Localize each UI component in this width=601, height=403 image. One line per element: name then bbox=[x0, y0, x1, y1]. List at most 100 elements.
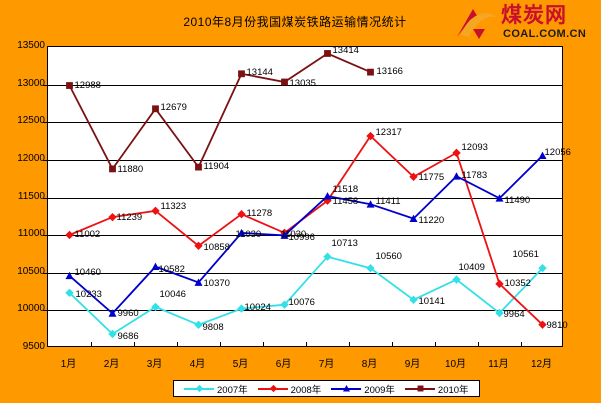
data-label: 10858 bbox=[203, 241, 230, 253]
data-label: 12317 bbox=[375, 127, 402, 139]
data-point-marker bbox=[194, 278, 203, 286]
data-point-marker bbox=[495, 279, 504, 289]
data-label: 11880 bbox=[117, 163, 144, 175]
data-label: 11323 bbox=[160, 200, 187, 212]
data-point-marker bbox=[366, 264, 375, 273]
data-label: 12056 bbox=[544, 146, 571, 158]
x-axis-tick-label: 7月 bbox=[318, 359, 335, 370]
data-label: 11239 bbox=[116, 212, 143, 224]
data-point-marker bbox=[66, 82, 73, 89]
data-label: 11220 bbox=[418, 214, 445, 226]
legend-marker-icon bbox=[417, 385, 424, 392]
x-axis-tick bbox=[177, 342, 178, 347]
y-axis-tick-label: 13500 bbox=[17, 40, 45, 51]
data-label: 9960 bbox=[117, 308, 139, 320]
legend-marker-icon bbox=[343, 385, 351, 392]
data-label: 11030 bbox=[280, 228, 307, 240]
y-axis-tick bbox=[43, 122, 48, 123]
data-point-marker bbox=[281, 78, 288, 86]
data-label: 13166 bbox=[376, 66, 403, 78]
logo-text-en: COAL.COM.CN bbox=[503, 28, 587, 40]
legend-label: 2007年 bbox=[217, 384, 248, 396]
data-point-marker bbox=[409, 214, 418, 222]
data-point-marker bbox=[269, 385, 277, 392]
x-axis-tick-label: 5月 bbox=[232, 359, 249, 370]
legend-swatch bbox=[184, 383, 214, 394]
data-point-marker bbox=[538, 320, 547, 329]
data-label: 11002 bbox=[74, 228, 101, 240]
legend-label: 2009年 bbox=[364, 384, 395, 396]
plot-canvas: 10233 9686 10046 9808 10024 10076 10713 10560 10… bbox=[43, 45, 571, 347]
legend-marker-icon bbox=[269, 385, 277, 392]
x-axis-tick-label: 8月 bbox=[361, 359, 378, 370]
data-point-marker bbox=[108, 212, 117, 222]
y-axis-tick-label: 10500 bbox=[17, 265, 45, 277]
legend-swatch bbox=[257, 383, 288, 394]
data-label: 10024 bbox=[244, 301, 271, 313]
data-point-marker bbox=[538, 151, 547, 160]
y-axis-tick bbox=[43, 310, 48, 311]
y-axis-tick bbox=[43, 198, 48, 199]
legend-item-2007年[interactable]: 2007年 bbox=[184, 382, 248, 396]
y-axis-tick bbox=[43, 160, 48, 161]
data-label: 10996 bbox=[288, 232, 315, 244]
data-point-marker bbox=[151, 302, 160, 312]
x-axis-tick bbox=[263, 342, 264, 347]
data-point-marker bbox=[237, 304, 246, 313]
x-axis-tick-label: 12月 bbox=[530, 359, 553, 370]
header-bar: 2010年8月份我国煤炭铁路运输情况统计 煤炭网 COAL.COM.CN bbox=[0, 0, 601, 47]
data-point-marker bbox=[196, 385, 203, 392]
data-point-marker bbox=[280, 231, 289, 239]
x-axis-tick-label: 1月 bbox=[60, 359, 77, 370]
data-label: 12988 bbox=[74, 79, 101, 91]
data-point-marker bbox=[195, 163, 202, 171]
data-point-marker bbox=[323, 252, 332, 261]
data-point-marker bbox=[194, 320, 203, 330]
data-label: 12093 bbox=[461, 141, 488, 153]
grid-line bbox=[48, 273, 562, 274]
legend-item-2009年[interactable]: 2009年 bbox=[331, 382, 395, 396]
data-label: 10409 bbox=[458, 261, 485, 273]
x-axis-tick bbox=[220, 342, 221, 347]
x-axis-tick bbox=[521, 342, 522, 347]
grid-line bbox=[48, 235, 562, 236]
legend-item-2010年[interactable]: 2010年 bbox=[404, 382, 469, 396]
x-axis-tick-label: 11月 bbox=[488, 359, 509, 370]
plot-area: 10233 9686 10046 9808 10024 10076 10713 10560 10… bbox=[43, 45, 571, 347]
legend-swatch bbox=[404, 383, 435, 394]
data-point-marker bbox=[65, 230, 74, 240]
data-label: 11775 bbox=[418, 171, 445, 183]
data-label: 10141 bbox=[418, 295, 445, 307]
data-point-marker bbox=[280, 300, 289, 309]
data-label: 11030 bbox=[235, 228, 262, 240]
grid-line bbox=[48, 160, 562, 161]
data-point-marker bbox=[495, 194, 504, 202]
x-axis-tick-label: 4月 bbox=[189, 359, 206, 370]
logo-text-cn: 煤炭网 bbox=[501, 4, 567, 27]
data-point-marker bbox=[194, 241, 203, 251]
data-label: 10352 bbox=[504, 277, 531, 289]
data-label: 13414 bbox=[332, 45, 359, 57]
legend-item-2008年[interactable]: 2008年 bbox=[257, 382, 321, 396]
y-axis-tick bbox=[43, 273, 48, 274]
y-axis-tick-label: 9500 bbox=[22, 341, 45, 352]
data-point-marker bbox=[65, 271, 74, 280]
data-point-marker bbox=[417, 385, 424, 392]
data-label: 10046 bbox=[159, 288, 186, 300]
x-axis-tick-label: 6月 bbox=[275, 359, 292, 370]
data-point-marker bbox=[237, 210, 246, 219]
data-label: 13035 bbox=[289, 77, 316, 89]
data-point-marker bbox=[65, 288, 74, 298]
y-axis-tick bbox=[43, 85, 48, 86]
data-label: 13144 bbox=[246, 66, 273, 78]
site-logo: 煤炭网 COAL.COM.CN bbox=[455, 3, 595, 45]
x-axis-tick bbox=[349, 342, 350, 347]
x-axis-tick bbox=[306, 342, 307, 347]
data-label: 9686 bbox=[117, 331, 139, 342]
data-label: 11411 bbox=[375, 196, 401, 208]
x-axis-tick bbox=[478, 342, 479, 347]
data-label: 9808 bbox=[202, 321, 224, 333]
data-label: 11904 bbox=[203, 161, 230, 173]
data-label: 12679 bbox=[160, 101, 187, 113]
x-axis-tick bbox=[91, 342, 92, 347]
